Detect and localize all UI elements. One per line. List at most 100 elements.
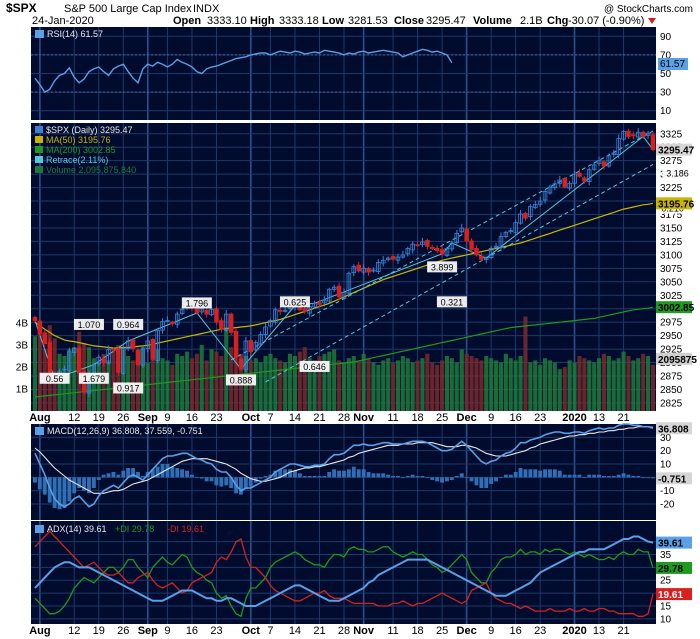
macd-hist-bar <box>126 468 131 478</box>
annotation-box <box>299 360 330 372</box>
macd-hist-bar <box>410 474 415 478</box>
y-tick-label: 2850 <box>660 385 683 396</box>
annotation-label: 0.964 <box>117 320 140 330</box>
y-tick-label: 2825 <box>660 398 683 409</box>
candle-body <box>513 222 518 233</box>
x-tick-label: 16 <box>186 625 198 637</box>
macd-hist-bar <box>288 469 292 478</box>
candle-body <box>567 182 572 189</box>
x-tick-label: 9 <box>164 412 170 424</box>
y-tick-label: 3150 <box>660 223 683 234</box>
down-arrow-icon <box>648 18 656 24</box>
rsi-last-tag <box>658 58 688 70</box>
volume-tick-label: 1B <box>16 385 29 396</box>
volume-bar <box>327 351 332 411</box>
plus-di-line <box>34 546 654 618</box>
volume-bar <box>513 360 518 411</box>
macd-hist-bar <box>533 469 538 478</box>
macd-hist-bar <box>631 476 636 478</box>
volume-bar <box>194 353 199 411</box>
macd-hist-bar <box>136 472 140 478</box>
macd-hist-bar <box>405 476 410 478</box>
volume-bar <box>248 360 253 411</box>
volume-bar <box>32 336 37 411</box>
chg-label: Chg <box>547 15 568 27</box>
ma50-last-value: 3195.76 <box>658 199 695 210</box>
volume-bar <box>224 327 229 411</box>
volume-bar <box>145 362 150 411</box>
exchange: INDX <box>193 3 220 15</box>
volume-bar <box>175 353 180 411</box>
price-panel: 3325330032753250322532003175315031253100… <box>16 123 697 411</box>
macd-hist-bar <box>518 468 523 478</box>
volume-bar <box>503 353 508 411</box>
candle-body <box>341 292 347 299</box>
x-tick-label: Dec <box>457 412 477 424</box>
rsi-legend-swatch <box>35 30 44 38</box>
x-tick-label: Sep <box>138 412 158 424</box>
macd-hist-bar <box>386 474 391 478</box>
high-label: High <box>250 15 275 27</box>
x-tick-label: 12 <box>68 625 80 637</box>
annotation-label: 3.186 <box>666 169 689 179</box>
volume-bar <box>376 364 381 411</box>
price-legend-swatch <box>35 156 43 163</box>
pdi-last-value: 29.78 <box>658 564 683 575</box>
macd-hist-bar <box>332 469 337 478</box>
volume-bar <box>292 356 297 411</box>
volume-bar <box>508 358 513 411</box>
annotation-label: 0.917 <box>117 383 140 393</box>
x-tick-label: 7 <box>267 625 273 637</box>
candle-body <box>606 155 612 167</box>
macd-hist-bar <box>62 477 67 508</box>
candle-body <box>248 340 253 353</box>
macd-hist-bar <box>611 476 616 478</box>
candle-body <box>204 309 209 315</box>
candle-body <box>179 308 185 314</box>
index-name: S&P 500 Large Cap Index <box>64 3 192 15</box>
y-tick-label: 3325 <box>660 129 683 140</box>
macd-hist-bar <box>248 477 253 487</box>
y-tick-label: 2925 <box>660 345 683 356</box>
candle-body <box>626 130 631 137</box>
volume-bar <box>430 362 435 411</box>
candle-body <box>572 173 577 184</box>
x-tick-label: 28 <box>338 412 350 424</box>
candle-body <box>199 308 204 313</box>
macd-hist-bar <box>121 470 126 478</box>
x-tick-label: 14 <box>289 412 301 424</box>
volume-bars <box>32 316 655 411</box>
volume-bar <box>547 360 552 411</box>
macd-hist-bar <box>116 474 121 478</box>
candle-body <box>336 285 342 298</box>
macd-hist-bar <box>131 468 135 478</box>
volume-bar <box>170 364 175 411</box>
candle-body <box>533 203 538 208</box>
volume-bar <box>523 316 528 411</box>
candle-body <box>273 309 278 323</box>
adx-legend-swatch <box>35 525 44 533</box>
macd-hist-bar <box>459 473 464 478</box>
price-legend-swatch <box>35 126 43 133</box>
volume-bar <box>322 353 327 411</box>
macd-hist-bar <box>577 474 582 478</box>
volume-bar <box>381 360 386 411</box>
macd-hist-bar <box>597 474 601 478</box>
candle-body <box>640 131 646 137</box>
volume-bar <box>391 362 396 411</box>
volume-bar <box>646 356 651 411</box>
candle-body <box>523 212 528 219</box>
annotation-box <box>181 297 212 309</box>
macd-hist-bar <box>91 477 96 488</box>
candle-body <box>459 227 464 233</box>
y-tick-label: 2950 <box>660 331 683 342</box>
y-tick-label: 70 <box>660 50 672 61</box>
candle-body <box>376 261 381 272</box>
x-tick-label: 23 <box>534 625 546 637</box>
candle-body <box>508 230 513 233</box>
candle-body <box>439 249 445 255</box>
candle-body <box>415 244 420 247</box>
price-last-value: 3295.47 <box>658 146 695 157</box>
macd-hist-bar <box>435 477 440 482</box>
volume-bar <box>283 362 288 411</box>
